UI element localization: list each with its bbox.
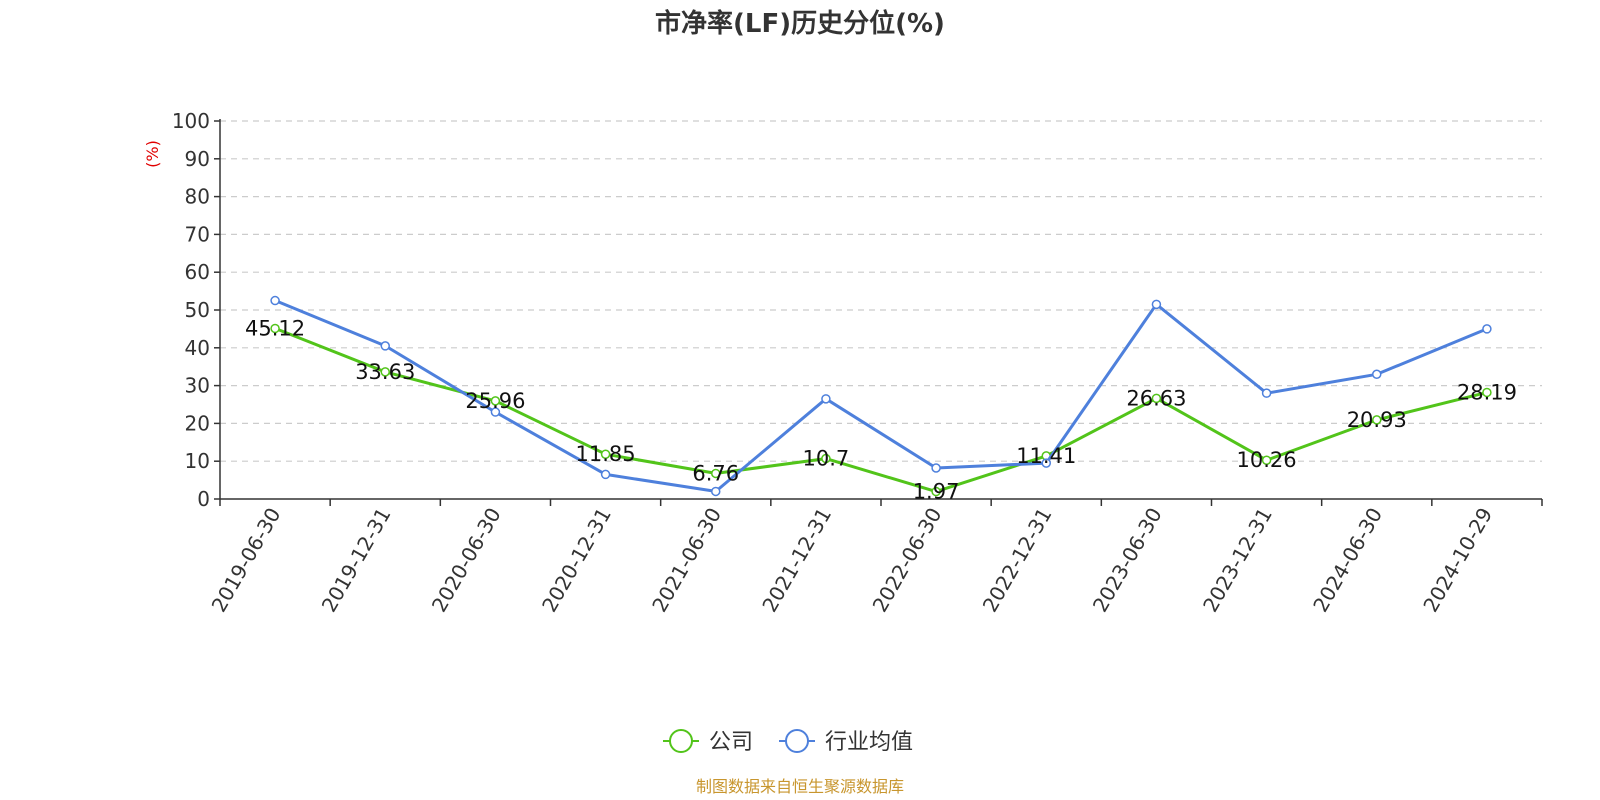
data-label: 10.26 <box>1237 448 1297 472</box>
y-tick-label: 0 <box>197 487 210 511</box>
x-tick-label: 2020-12-31 <box>537 504 616 617</box>
series-1-point <box>1151 393 1162 404</box>
series-line-1 <box>274 327 1488 494</box>
y-tick-label: 10 <box>185 449 210 473</box>
x-tick-label: 2021-06-30 <box>647 504 726 617</box>
x-axis-ticks: 2019-06-30 2019-12-31 2020-06-30 2020-12-31… <box>207 499 1543 617</box>
series-1-point <box>1372 415 1382 425</box>
series-1-point <box>1261 455 1272 465</box>
data-label: 25.96 <box>465 389 525 413</box>
x-tick-label: 2021-12-31 <box>757 504 836 617</box>
y-tick-label: 70 <box>185 222 210 246</box>
series-2-point <box>1151 299 1162 310</box>
y-tick-label: 80 <box>185 185 210 209</box>
x-tick-label: 2023-12-31 <box>1198 504 1277 617</box>
source-note: 制图数据来自恒生聚源数据库 <box>696 777 904 796</box>
series-2-point <box>1482 324 1492 334</box>
series-2-point <box>711 486 721 497</box>
data-label: 28.19 <box>1457 380 1517 404</box>
series-1-point <box>600 449 611 459</box>
series-1-point <box>1482 387 1492 398</box>
y-tick-label: 90 <box>185 147 210 171</box>
series-1-point <box>821 453 831 464</box>
legend-item-2[interactable]: 行业均值 <box>779 729 913 755</box>
series-2-point <box>821 394 831 404</box>
axes <box>219 119 1542 500</box>
series-1-point <box>490 396 501 406</box>
x-tick-label: 2019-12-31 <box>317 504 396 617</box>
chart-title: 市净率(LF)历史分位(%) <box>655 8 945 39</box>
y-tick-label: 40 <box>185 336 210 360</box>
series-2-point <box>931 463 941 473</box>
legend-marker <box>785 729 809 753</box>
series-2-point <box>270 295 280 306</box>
series-2-point <box>1372 369 1382 380</box>
x-tick-label: 2019-06-30 <box>207 504 286 617</box>
data-labels: 45.12 33.63 25.96 11.85 6.76 10.7 1.97 11.41 26.… <box>245 316 1517 503</box>
series-2-point <box>1261 388 1272 398</box>
y-axis-unit-label: (%) <box>143 140 162 168</box>
data-label: 20.93 <box>1347 408 1407 432</box>
legend-label: 行业均值 <box>825 730 913 755</box>
y-tick-label: 50 <box>185 298 210 322</box>
legend[interactable]: 公司 行业均值 <box>663 729 913 755</box>
series-line-2 <box>274 299 1488 493</box>
series-1-point <box>711 468 721 479</box>
y-tick-label: 20 <box>185 411 210 435</box>
x-tick-label: 2020-06-30 <box>427 503 506 616</box>
data-label: 45.12 <box>245 316 305 340</box>
series-lines <box>270 295 1492 497</box>
y-tick-label: 60 <box>185 260 210 284</box>
series-1-point <box>931 486 941 497</box>
x-tick-label: 2022-06-30 <box>868 503 947 616</box>
legend-item-1[interactable]: 公司 <box>663 729 753 755</box>
series-1-point <box>270 323 280 334</box>
legend-label: 公司 <box>709 730 753 755</box>
legend-marker <box>669 729 693 753</box>
y-tick-label: 100 <box>172 109 210 133</box>
series-1-point <box>380 367 390 377</box>
data-label: 10.7 <box>803 447 850 471</box>
x-tick-label: 2024-06-30 <box>1308 504 1387 617</box>
series-2-point <box>600 469 611 480</box>
data-label: 33.63 <box>355 360 415 384</box>
series-2-point <box>1041 458 1051 468</box>
data-label: 11.41 <box>1016 444 1076 468</box>
y-axis-ticks: 0 10 20 30 40 50 60 70 80 90 100 <box>172 109 220 511</box>
data-label: 1.97 <box>913 480 960 504</box>
data-label: 26.63 <box>1126 386 1186 410</box>
x-tick-label: 2022-12-31 <box>978 504 1057 617</box>
data-label: 11.85 <box>576 442 636 466</box>
series-2-point <box>380 341 390 351</box>
x-tick-label: 2024-10-29 <box>1418 504 1497 617</box>
y-tick-label: 30 <box>185 374 210 398</box>
x-tick-label: 2023-06-30 <box>1088 504 1167 617</box>
data-label: 6.76 <box>692 461 739 485</box>
grid-lines <box>220 120 1542 462</box>
series-2-point <box>490 407 501 417</box>
